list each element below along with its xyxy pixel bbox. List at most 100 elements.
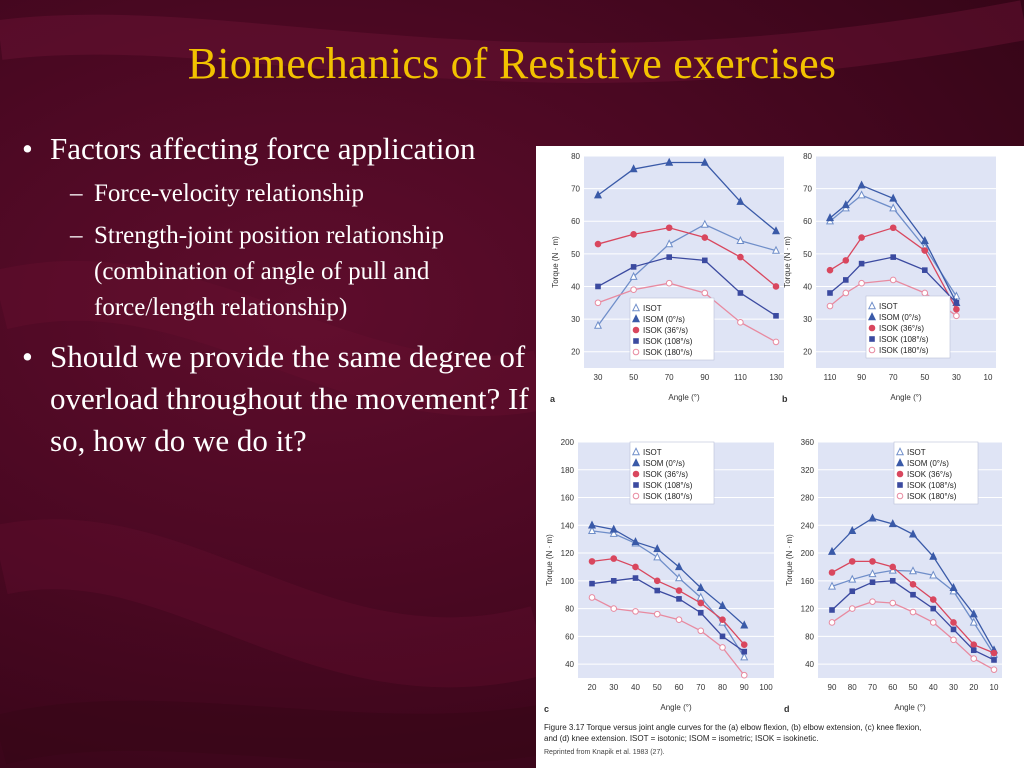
y-axis-label: Torque (N · m) (785, 534, 794, 586)
series-line-5 (591, 596, 745, 676)
data-point (741, 648, 748, 655)
data-point (827, 290, 833, 296)
y-tick-label: 60 (565, 632, 574, 641)
data-point (849, 588, 856, 595)
data-point (908, 566, 918, 575)
data-point (858, 260, 865, 267)
legend-label: ISOK (108°/s) (879, 335, 929, 344)
x-tick-label: 70 (868, 683, 877, 692)
data-point (632, 563, 639, 571)
legend-box (893, 441, 979, 505)
bullet-icon: • (22, 339, 33, 374)
data-point (719, 644, 726, 651)
y-tick-label: 100 (561, 577, 575, 586)
y-tick-label: 120 (561, 549, 575, 558)
series-line-4 (597, 256, 777, 317)
data-point (868, 513, 877, 522)
y-tick-label: 80 (805, 632, 814, 641)
series-line-2 (597, 161, 777, 232)
x-tick-label: 110 (734, 373, 747, 382)
x-tick-label: 30 (594, 373, 603, 382)
y-tick-label: 240 (801, 521, 815, 530)
x-tick-label: 90 (700, 373, 709, 382)
data-point (929, 551, 938, 560)
data-point (630, 286, 637, 294)
data-point (702, 257, 708, 264)
data-point (842, 257, 850, 264)
data-point (950, 626, 957, 633)
x-tick-label: 10 (984, 373, 993, 382)
y-tick-label: 280 (801, 494, 815, 503)
data-point (990, 666, 998, 673)
data-point (888, 519, 897, 528)
x-tick-label: 100 (759, 683, 773, 692)
y-tick-label: 80 (565, 605, 574, 614)
x-tick-label: 70 (889, 373, 898, 382)
figure-svg: 20 30 40 50 60 70 80 30 50 70 90 110 130 Angle (°) Tor… (544, 152, 1002, 756)
data-point (921, 289, 929, 297)
data-point (825, 213, 835, 222)
legend-marker (632, 492, 640, 500)
x-tick-label: 20 (588, 683, 597, 692)
legend-marker (868, 324, 876, 332)
y-tick-label: 40 (803, 282, 812, 291)
x-axis-label: Angle (°) (668, 393, 700, 402)
data-point (848, 574, 857, 583)
data-point (610, 578, 617, 584)
data-point (829, 607, 835, 613)
data-point (629, 164, 638, 173)
y-axis-label: Torque (N · m) (551, 236, 560, 288)
x-tick-label: 130 (769, 373, 783, 382)
figure-caption: Figure 3.17 Torque versus joint angle cu… (544, 723, 921, 756)
legend: ISOT ISOM (0°/s) ISOK (36°/s) ISOK (108°/s)… (893, 441, 979, 505)
x-axis-label: Angle (°) (660, 703, 692, 712)
data-point (869, 579, 876, 586)
chart-panel-c: 40 60 80 100 120 140 160 180 200 20 30 40 50 60 70 80 90… (544, 438, 774, 714)
data-point (666, 254, 672, 260)
y-tick-label: 80 (571, 152, 580, 161)
data-point (719, 633, 726, 640)
data-point (665, 224, 673, 232)
x-tick-label: 60 (675, 683, 684, 692)
y-tick-label: 140 (561, 521, 575, 530)
x-tick-label: 50 (653, 683, 662, 692)
data-point (970, 641, 978, 648)
data-point (909, 608, 917, 616)
x-tick-label: 50 (909, 683, 918, 692)
data-point (736, 235, 745, 244)
data-point (665, 279, 673, 287)
data-point (609, 528, 618, 537)
data-point (719, 616, 726, 623)
data-point (771, 245, 781, 254)
series-line-1 (591, 530, 745, 658)
y-tick-label: 180 (561, 466, 575, 475)
legend-marker (633, 338, 639, 344)
data-point (889, 203, 898, 212)
data-point (929, 619, 937, 626)
x-tick-label: 40 (929, 683, 938, 692)
data-point (848, 605, 856, 612)
x-tick-label: 60 (888, 683, 897, 692)
series-line-1 (597, 223, 777, 326)
data-point (696, 582, 705, 591)
data-point (701, 289, 709, 297)
data-point (857, 180, 866, 189)
chart-panel-b: 20 30 40 50 60 70 80 110 90 70 50 30 10 Angle (°) Torq… (782, 152, 996, 404)
data-point (848, 558, 856, 565)
legend-marker (867, 312, 877, 321)
data-point (869, 558, 876, 565)
data-point (594, 240, 602, 248)
legend-marker (632, 348, 640, 356)
data-point (889, 276, 897, 284)
x-tick-label: 70 (696, 683, 705, 692)
y-tick-label: 200 (801, 549, 815, 558)
x-tick-label: 90 (857, 373, 866, 382)
x-tick-label: 90 (740, 683, 749, 692)
y-axis-label: Torque (N · m) (783, 236, 792, 288)
y-tick-label: 30 (571, 315, 580, 324)
y-tick-label: 40 (565, 660, 574, 669)
data-point (929, 570, 938, 579)
legend-label: ISOM (0°/s) (879, 313, 921, 322)
sub-bullet-text: Force-velocity relationship (94, 180, 365, 207)
data-point (921, 247, 929, 254)
